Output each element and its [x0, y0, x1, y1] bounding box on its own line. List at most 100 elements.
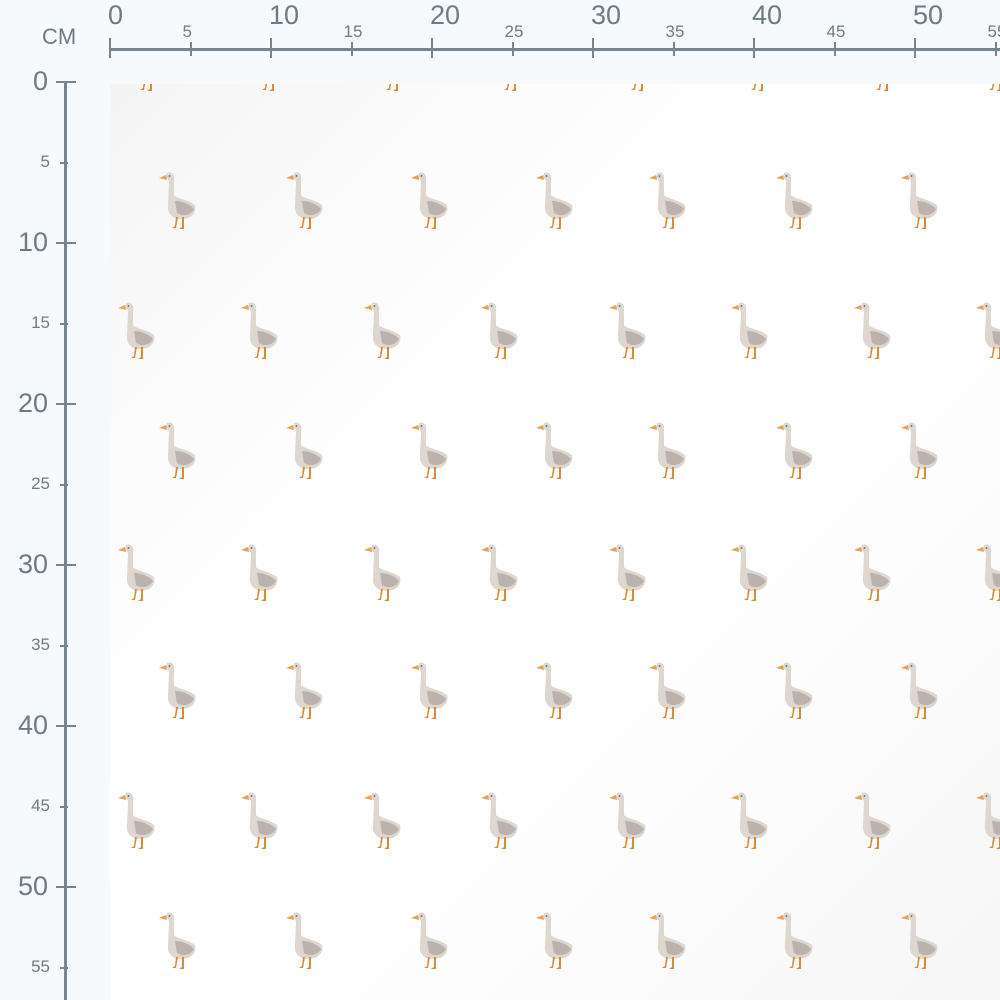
- goose-motif: [534, 909, 576, 971]
- goose-motif: [534, 419, 576, 481]
- left-ruler-tick: [56, 725, 76, 727]
- top-ruler-tick: [833, 42, 836, 56]
- top-ruler-tick: [511, 42, 514, 56]
- goose-motif: [899, 169, 941, 231]
- goose-motif: [239, 541, 281, 603]
- goose-motif: [607, 299, 649, 361]
- left-ruler-label: 25: [31, 473, 50, 493]
- goose-motif: [534, 169, 576, 231]
- top-ruler-tick: [672, 42, 675, 56]
- left-ruler-label: 30: [17, 549, 48, 579]
- top-ruler-label: 20: [430, 0, 461, 30]
- goose-motif: [616, 84, 658, 93]
- goose-motif: [157, 169, 199, 231]
- top-ruler-label: 40: [752, 0, 783, 30]
- goose-motif: [362, 299, 404, 361]
- top-ruler-label: 45: [826, 22, 846, 41]
- top-ruler-label: 0: [108, 0, 124, 30]
- goose-motif: [284, 909, 326, 971]
- left-ruler-tick: [56, 81, 76, 83]
- left-ruler-line: [64, 81, 67, 1000]
- top-ruler-tick: [350, 42, 353, 56]
- goose-motif: [736, 84, 778, 93]
- goose-motif: [157, 909, 199, 971]
- goose-motif: [284, 419, 326, 481]
- goose-motif: [852, 541, 894, 603]
- goose-motif: [534, 659, 576, 721]
- left-ruler-label: 40: [17, 710, 48, 740]
- top-ruler-tick: [994, 42, 997, 56]
- goose-motif: [974, 541, 1000, 603]
- goose-motif: [974, 789, 1000, 851]
- left-ruler-tick: [56, 242, 76, 244]
- top-ruler-label: 30: [591, 0, 622, 30]
- goose-motif: [729, 789, 771, 851]
- goose-motif: [729, 299, 771, 361]
- top-ruler-tick: [270, 38, 272, 58]
- goose-motif: [899, 909, 941, 971]
- goose-motif: [409, 659, 451, 721]
- left-ruler-label: 5: [40, 151, 50, 171]
- goose-motif: [409, 419, 451, 481]
- goose-motif: [409, 169, 451, 231]
- goose-motif: [774, 659, 816, 721]
- goose-motif: [647, 659, 689, 721]
- top-ruler-label: 15: [343, 22, 363, 41]
- left-ruler-tick: [56, 886, 76, 888]
- goose-motif: [362, 541, 404, 603]
- left-ruler-tick: [56, 564, 76, 566]
- goose-motif: [607, 789, 649, 851]
- top-ruler-label: 50: [913, 0, 944, 30]
- goose-motif: [729, 541, 771, 603]
- goose-motif: [647, 169, 689, 231]
- top-ruler-label: 55: [987, 22, 1000, 41]
- goose-motif: [247, 84, 289, 93]
- top-ruler-label: 10: [269, 0, 300, 30]
- goose-motif: [774, 909, 816, 971]
- top-ruler-tick: [189, 42, 192, 56]
- left-ruler-label: 45: [31, 795, 50, 815]
- left-ruler-tick: [60, 644, 68, 647]
- goose-motif: [479, 789, 521, 851]
- goose-motif: [489, 84, 531, 93]
- top-ruler-tick: [431, 38, 433, 58]
- goose-motif: [116, 299, 158, 361]
- top-ruler-tick: [592, 38, 594, 58]
- goose-motif: [116, 789, 158, 851]
- goose-motif: [852, 789, 894, 851]
- left-ruler-tick: [60, 483, 68, 486]
- goose-motif: [479, 299, 521, 361]
- goose-motif: [974, 299, 1000, 361]
- goose-motif: [774, 169, 816, 231]
- goose-motif: [774, 419, 816, 481]
- top-ruler-line: [109, 48, 1000, 51]
- goose-motif: [362, 789, 404, 851]
- goose-motif: [409, 909, 451, 971]
- left-ruler-tick: [60, 161, 68, 164]
- goose-motif: [239, 299, 281, 361]
- goose-motif: [607, 541, 649, 603]
- goose-motif: [284, 169, 326, 231]
- goose-motif: [647, 419, 689, 481]
- top-ruler-tick: [914, 38, 916, 58]
- goose-motif: [852, 299, 894, 361]
- top-ruler-tick: [109, 38, 111, 58]
- goose-motif: [479, 541, 521, 603]
- goose-motif: [899, 419, 941, 481]
- goose-motif: [899, 659, 941, 721]
- goose-motif: [239, 789, 281, 851]
- left-ruler-label: 10: [17, 227, 48, 257]
- goose-motif: [116, 541, 158, 603]
- goose-motif: [157, 419, 199, 481]
- left-ruler-label: 35: [31, 634, 50, 654]
- goose-motif: [157, 659, 199, 721]
- left-ruler-tick: [60, 805, 68, 808]
- goose-motif: [125, 84, 167, 93]
- left-ruler-label: 55: [31, 956, 50, 976]
- goose-motif: [974, 84, 1000, 93]
- left-ruler-tick: [60, 966, 68, 969]
- goose-motif: [861, 84, 903, 93]
- goose-motif: [284, 659, 326, 721]
- left-ruler-label: 50: [17, 871, 48, 901]
- left-ruler-tick: [60, 322, 68, 325]
